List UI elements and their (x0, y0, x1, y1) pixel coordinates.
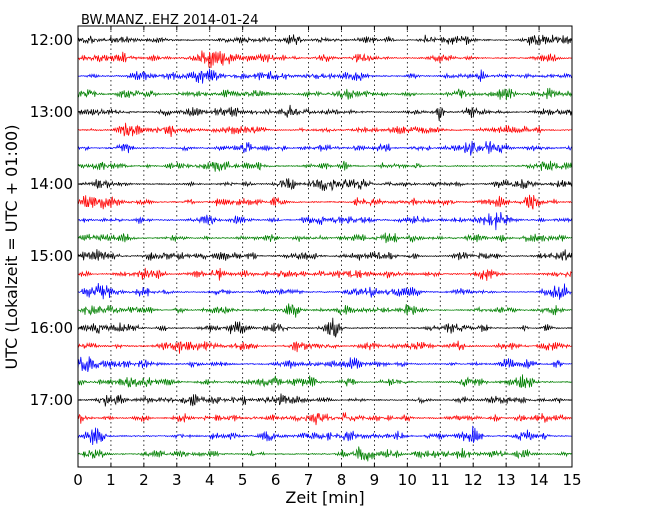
seismic-trace-row-11 (77, 212, 572, 231)
seismic-trace-row-6 (77, 122, 572, 137)
seismic-trace-row-4 (77, 87, 572, 101)
x-tick-label-11: 11 (431, 471, 450, 489)
seismic-trace-row-15 (77, 282, 572, 300)
seismic-trace-row-1 (77, 34, 572, 46)
x-tick-label-2: 2 (139, 471, 149, 489)
x-tick-label-7: 7 (304, 471, 314, 489)
y-axis-label: UTC (Lokalzeit = UTC + 01:00) (2, 125, 21, 370)
x-tick-label-14: 14 (530, 471, 549, 489)
x-tick-label-1: 1 (106, 471, 116, 489)
x-tick-label-8: 8 (337, 471, 347, 489)
seismic-trace-row-19 (77, 356, 572, 373)
x-tick-label-12: 12 (464, 471, 483, 489)
y-tick-labels: 12:00 13:00 14:00 15:00 16:00 17:00 (30, 31, 73, 409)
x-tick-label-13: 13 (497, 471, 516, 489)
x-tick-labels: 0 1 2 3 4 5 6 7 8 9 10 11 12 13 14 15 (73, 471, 581, 489)
plot-frame (77, 25, 573, 468)
seismic-trace-row-23 (77, 425, 572, 446)
plot-title: BW.MANZ..EHZ 2014-01-24 (81, 13, 259, 28)
seismic-trace-row-13 (77, 249, 572, 261)
x-tick-label-5: 5 (238, 471, 248, 489)
y-tick-label-1: 13:00 (30, 103, 73, 121)
seismic-trace-row-12 (77, 232, 572, 244)
y-tick-label-2: 14:00 (30, 175, 73, 193)
seismic-trace-row-17 (77, 317, 572, 338)
seismic-trace-row-5 (77, 104, 572, 122)
y-tick-label-0: 12:00 (30, 31, 73, 49)
seismic-trace-row-9 (77, 178, 572, 192)
seismic-trace-row-16 (77, 303, 572, 318)
x-tick-label-0: 0 (73, 471, 83, 489)
x-tick-label-6: 6 (271, 471, 281, 489)
x-tick-label-15: 15 (562, 471, 581, 489)
seismic-trace-row-18 (77, 340, 572, 354)
x-axis-label: Zeit [min] (285, 488, 364, 507)
x-tick-label-3: 3 (172, 471, 182, 489)
seismic-trace-row-2 (77, 50, 572, 69)
seismic-traces (77, 34, 572, 462)
seismic-trace-row-24 (77, 446, 572, 462)
seismic-trace-row-8 (77, 160, 572, 173)
seismic-trace-row-10 (77, 194, 572, 210)
x-tick-label-9: 9 (370, 471, 380, 489)
seismic-trace-row-7 (77, 140, 572, 156)
y-tick-label-3: 15:00 (30, 247, 73, 265)
y-tick-label-5: 17:00 (30, 391, 73, 409)
seismic-trace-row-22 (77, 412, 572, 426)
seismic-trace-row-3 (77, 68, 572, 84)
seismic-trace-row-20 (77, 374, 572, 389)
axis-ticks (77, 26, 573, 467)
seismic-trace-row-21 (77, 393, 572, 407)
x-tick-label-4: 4 (205, 471, 215, 489)
seismic-trace-row-14 (77, 267, 572, 281)
x-tick-label-10: 10 (398, 471, 417, 489)
y-tick-label-4: 16:00 (30, 319, 73, 337)
